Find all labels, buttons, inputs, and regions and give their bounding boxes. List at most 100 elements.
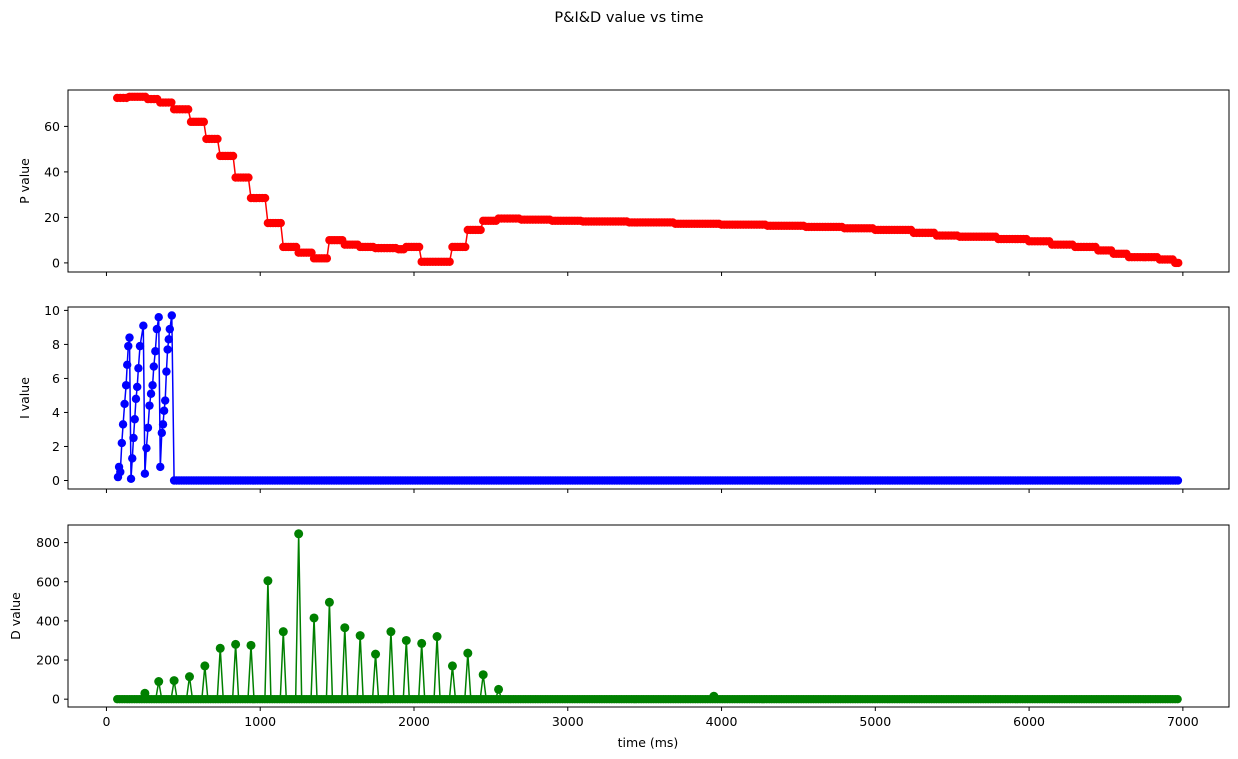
- y-axis-ticks: 0 20 40 60: [44, 119, 68, 270]
- y-axis-ticks: 0 2 4 6 8 10: [44, 303, 68, 488]
- y-axis-label: D value: [8, 592, 23, 640]
- spike-point: [447, 661, 457, 671]
- data-point: [142, 443, 151, 453]
- spike-line: [371, 654, 380, 700]
- data-point: [164, 335, 173, 344]
- data-point: [120, 399, 129, 409]
- data-point: [1174, 258, 1183, 268]
- data-point: [130, 415, 139, 424]
- data-point: [149, 362, 159, 371]
- spike-point: [215, 643, 225, 653]
- spike-line: [201, 665, 209, 700]
- spike-line: [279, 631, 288, 700]
- data-point: [476, 225, 485, 235]
- data-point: [139, 321, 148, 330]
- data-point: [145, 401, 154, 410]
- spike-point: [246, 640, 256, 650]
- spike-point: [309, 613, 319, 623]
- x-tick-label: 4000: [706, 714, 738, 729]
- spike-point: [140, 688, 150, 698]
- x-tick-label: 3000: [552, 714, 584, 729]
- y-tick-label: 20: [44, 210, 60, 225]
- y-tick-label: 10: [44, 303, 60, 318]
- p-value-panel: 0 20 40 60 P value: [17, 89, 1230, 276]
- spike-line: [387, 631, 395, 700]
- spike-point: [432, 632, 442, 642]
- data-point: [159, 406, 169, 415]
- y-tick-label: 0: [52, 255, 60, 270]
- i-series: [113, 311, 1183, 485]
- y-tick-label: 600: [36, 574, 60, 589]
- x-axis-ticks: [105, 272, 1184, 276]
- spike-point: [278, 627, 288, 637]
- data-point: [117, 438, 127, 448]
- x-tick-label: 2000: [398, 714, 430, 729]
- spike-point: [371, 649, 381, 659]
- data-point: [213, 134, 222, 144]
- x-axis-ticks: 0 1000 2000 3000 4000 5000 6000 7000: [102, 707, 1199, 729]
- spike-line: [464, 653, 472, 700]
- data-point: [276, 218, 285, 228]
- data-point: [322, 254, 332, 263]
- data-point: [128, 454, 137, 463]
- spike-line: [247, 645, 255, 700]
- data-point: [125, 333, 134, 342]
- y-tick-label: 4: [52, 405, 60, 420]
- data-point: [132, 382, 142, 392]
- data-point: [461, 242, 470, 252]
- y-axis-ticks: 0 200 400 600 800: [36, 535, 68, 707]
- spike-line: [402, 640, 411, 700]
- plot-frame: [67, 306, 1230, 490]
- data-point: [160, 396, 170, 405]
- spike-point: [294, 529, 304, 539]
- spike-point: [709, 691, 719, 701]
- data-point: [157, 428, 167, 438]
- x-axis-label: time (ms): [618, 735, 679, 750]
- data-point: [151, 347, 160, 356]
- spike-point: [200, 661, 210, 671]
- data-point: [414, 242, 424, 252]
- plot-frame: [67, 89, 1230, 273]
- spike-line: [294, 533, 303, 700]
- data-point: [131, 394, 141, 404]
- data-point: [118, 420, 128, 429]
- x-tick-label: 6000: [1013, 714, 1045, 729]
- x-tick-label: 7000: [1167, 714, 1199, 729]
- spike-line: [216, 648, 224, 700]
- spike-point: [184, 672, 194, 682]
- spike-point: [478, 670, 488, 680]
- y-tick-label: 60: [44, 119, 60, 134]
- y-axis-label: P value: [17, 158, 32, 204]
- spike-point: [417, 638, 427, 648]
- spike-line: [231, 644, 240, 700]
- x-tick-label: 0: [102, 714, 110, 729]
- y-tick-label: 40: [44, 164, 60, 179]
- spike-point: [355, 631, 365, 641]
- spike-point: [231, 639, 241, 649]
- x-tick-label: 5000: [859, 714, 891, 729]
- data-point: [143, 423, 153, 432]
- data-point: [126, 474, 136, 483]
- y-tick-label: 0: [52, 473, 60, 488]
- spike-point: [154, 677, 164, 687]
- data-point: [135, 341, 145, 351]
- data-point: [163, 345, 172, 354]
- data-point: [156, 462, 165, 472]
- d-value-panel: 0 200 400 600 800 0 1000 2000 3000 4000 5000 6000 7…: [8, 524, 1230, 729]
- data-point: [152, 324, 162, 334]
- data-point: [124, 341, 133, 351]
- spike-point: [494, 684, 504, 694]
- data-point: [228, 151, 238, 161]
- data-point: [244, 173, 253, 182]
- y-tick-label: 0: [52, 692, 60, 707]
- i-value-panel: 0 2 4 6 8 10 I value: [17, 303, 1230, 493]
- spike-line: [264, 580, 272, 700]
- spike-line: [341, 627, 349, 700]
- data-point: [167, 98, 176, 107]
- x-tick-label: 1000: [244, 714, 276, 729]
- spike-line: [325, 602, 334, 700]
- data-point: [148, 381, 157, 390]
- y-tick-label: 2: [52, 439, 60, 454]
- data-point: [123, 360, 132, 370]
